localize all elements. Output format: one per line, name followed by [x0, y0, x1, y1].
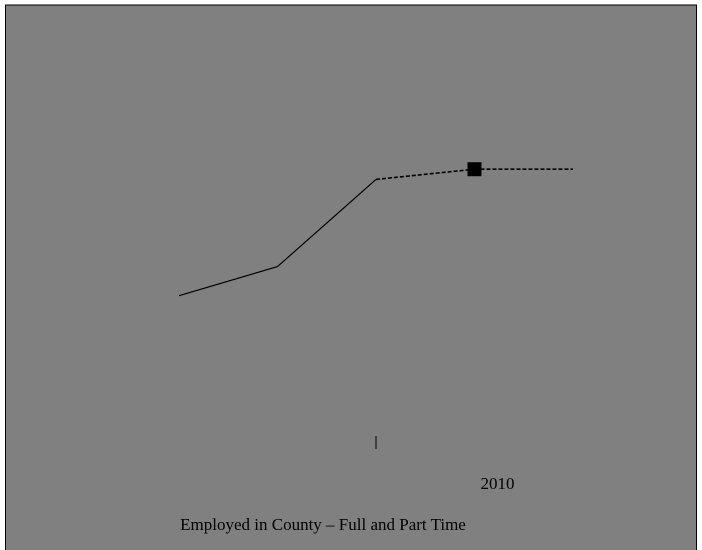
x-tick-label: 2010 [481, 474, 515, 493]
plot-area [5, 5, 697, 550]
x-axis-label: Employed in County – Full and Part Time [180, 515, 466, 534]
series-line-segment [178, 266, 278, 297]
series-layer [178, 168, 573, 297]
marker-layer [467, 162, 482, 177]
data-point-marker [467, 162, 482, 177]
x-tick-labels: 2010 [481, 474, 515, 493]
series-line-segment [375, 168, 475, 181]
series-line-segment [277, 178, 377, 268]
